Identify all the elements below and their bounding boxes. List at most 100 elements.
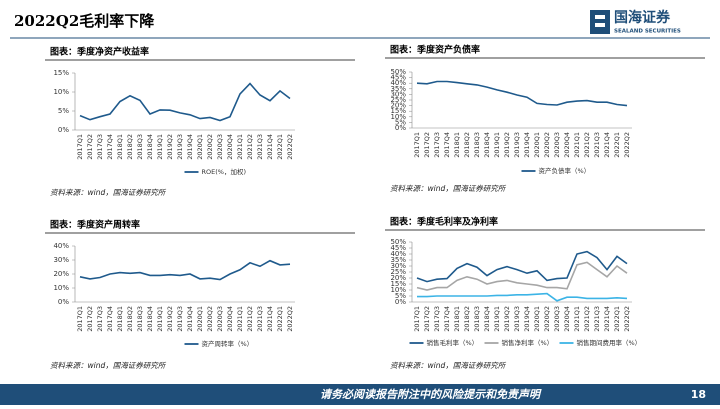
x-tick-label: 2018Q1 [453, 306, 461, 332]
x-tick-label: 2017Q3 [96, 134, 104, 160]
x-tick-label: 2017Q4 [106, 134, 114, 160]
x-tick-label: 2020Q3 [216, 306, 224, 332]
x-tick-label: 2018Q3 [473, 132, 481, 158]
y-tick-label: 20% [390, 102, 406, 110]
x-tick-label: 2019Q2 [166, 306, 174, 332]
x-tick-label: 2018Q4 [146, 134, 154, 160]
x-tick-label: 2019Q1 [493, 306, 501, 332]
x-tick-label: 2020Q4 [563, 306, 571, 332]
source: 资料来源：wind，国海证券研究所 [50, 188, 167, 197]
x-tick-label: 2022Q1 [613, 306, 621, 332]
y-tick-label: 25% [390, 96, 406, 104]
x-tick-label: 2021Q1 [573, 306, 581, 332]
x-tick-label: 2020Q3 [216, 134, 224, 160]
series-line [79, 259, 291, 281]
x-tick-label: 2017Q2 [86, 134, 94, 160]
x-tick-label: 2022Q1 [613, 132, 621, 158]
x-tick-label: 2017Q1 [76, 134, 84, 160]
x-tick-label: 2020Q1 [196, 306, 204, 332]
x-tick-label: 2021Q3 [256, 306, 264, 332]
y-tick-label: 10% [390, 286, 406, 294]
x-tick-label: 2022Q2 [286, 306, 294, 332]
y-tick-label: 10% [390, 113, 406, 121]
series-line [416, 250, 628, 283]
y-tick-label: 50% [390, 68, 406, 76]
x-tick-label: 2019Q1 [156, 134, 164, 160]
x-tick-label: 2020Q4 [226, 134, 234, 160]
footer-bar [0, 384, 720, 405]
series-line [416, 80, 628, 107]
y-tick-label: 40% [390, 250, 406, 258]
x-tick-label: 2018Q3 [473, 306, 481, 332]
y-tick-label: 25% [390, 268, 406, 276]
x-tick-label: 2022Q1 [276, 306, 284, 332]
legend-label: ROE(%，加权) [202, 167, 247, 176]
legend-label: 资产周转率（%） [202, 339, 254, 348]
x-tick-label: 2018Q2 [126, 306, 134, 332]
x-tick-label: 2020Q1 [196, 134, 204, 160]
series-line [79, 82, 291, 122]
x-tick-label: 2020Q2 [206, 134, 214, 160]
x-tick-label: 2019Q4 [523, 132, 531, 158]
x-tick-label: 2020Q4 [226, 306, 234, 332]
x-tick-label: 2017Q3 [433, 132, 441, 158]
y-tick-label: 50% [390, 238, 406, 246]
x-tick-label: 2021Q2 [246, 134, 254, 160]
x-tick-label: 2022Q1 [276, 134, 284, 160]
x-tick-label: 2018Q4 [483, 132, 491, 158]
y-tick-label: 0% [395, 124, 406, 132]
x-tick-label: 2019Q3 [176, 306, 184, 332]
x-tick-label: 2017Q4 [106, 306, 114, 332]
x-tick-label: 2018Q3 [136, 134, 144, 160]
x-tick-label: 2017Q1 [413, 132, 421, 158]
x-tick-label: 2020Q2 [543, 132, 551, 158]
y-tick-label: 0% [58, 126, 69, 134]
x-tick-label: 2019Q3 [513, 132, 521, 158]
x-tick-label: 2020Q3 [553, 306, 561, 332]
x-tick-label: 2018Q3 [136, 306, 144, 332]
x-tick-label: 2017Q1 [76, 306, 84, 332]
x-tick-label: 2020Q2 [543, 306, 551, 332]
y-tick-label: 5% [58, 107, 69, 115]
x-tick-label: 2021Q3 [593, 132, 601, 158]
x-tick-label: 2018Q2 [463, 132, 471, 158]
x-tick-label: 2018Q4 [483, 306, 491, 332]
x-tick-label: 2021Q3 [256, 134, 264, 160]
y-tick-label: 5% [395, 292, 406, 300]
logo-icon [595, 15, 605, 19]
x-tick-label: 2019Q1 [156, 306, 164, 332]
x-tick-label: 2019Q4 [523, 306, 531, 332]
y-tick-label: 45% [390, 244, 406, 252]
x-tick-label: 2020Q1 [533, 306, 541, 332]
chart-title: 图表：季度净资产收益率 [50, 46, 149, 58]
x-tick-label: 2018Q1 [116, 134, 124, 160]
x-tick-label: 2019Q4 [186, 134, 194, 160]
x-tick-label: 2021Q1 [236, 306, 244, 332]
y-tick-label: 20% [390, 274, 406, 282]
y-tick-label: 30% [390, 262, 406, 270]
x-tick-label: 2018Q1 [116, 306, 124, 332]
x-tick-label: 2019Q2 [503, 306, 511, 332]
y-tick-label: 15% [390, 280, 406, 288]
y-tick-label: 20% [53, 270, 69, 278]
y-tick-label: 45% [390, 74, 406, 82]
x-tick-label: 2020Q1 [533, 132, 541, 158]
x-tick-label: 2021Q3 [593, 306, 601, 332]
chart-title: 图表：季度毛利率及净利率 [390, 216, 498, 228]
x-tick-label: 2018Q2 [126, 134, 134, 160]
y-tick-label: 5% [395, 118, 406, 126]
x-tick-label: 2017Q2 [86, 306, 94, 332]
logo-name: 国海证券 [614, 9, 671, 26]
chart-title: 图表：季度资产周转率 [50, 219, 140, 231]
x-tick-label: 2018Q4 [146, 306, 154, 332]
x-tick-label: 2021Q4 [603, 306, 611, 332]
x-tick-label: 2021Q1 [236, 134, 244, 160]
x-tick-label: 2017Q1 [413, 306, 421, 332]
x-tick-label: 2021Q2 [246, 306, 254, 332]
x-tick-label: 2021Q4 [266, 306, 274, 332]
x-tick-label: 2019Q3 [513, 306, 521, 332]
y-tick-label: 10% [53, 284, 69, 292]
x-tick-label: 2021Q4 [266, 134, 274, 160]
x-tick-label: 2018Q2 [463, 306, 471, 332]
